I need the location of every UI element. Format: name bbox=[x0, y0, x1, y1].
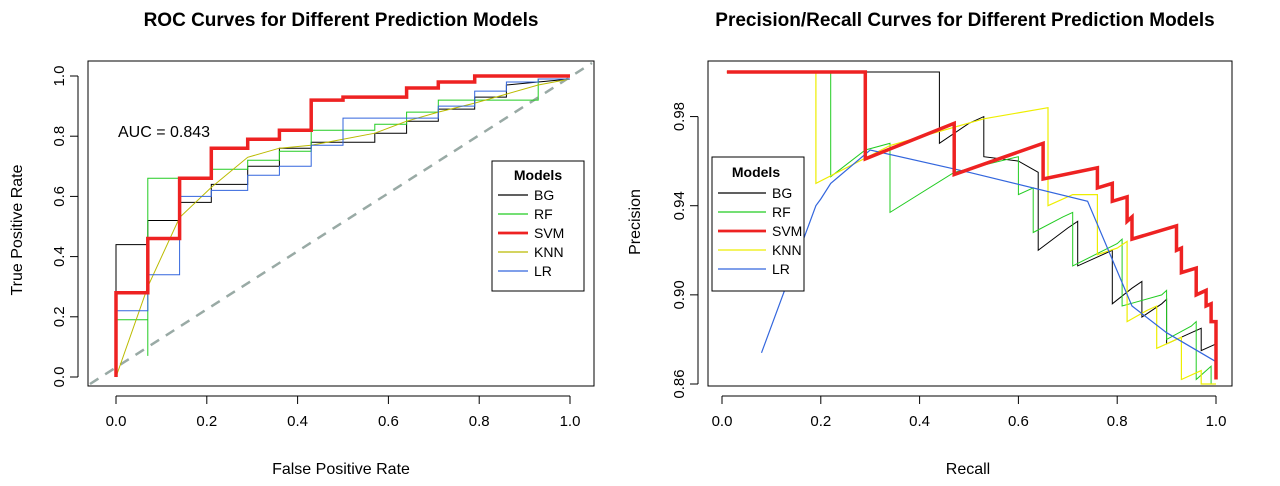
roc-y-label: True Positive Rate bbox=[9, 164, 26, 295]
roc-series bbox=[89, 61, 593, 386]
pr-x-tick-label: 0.2 bbox=[810, 413, 831, 430]
roc-legend-label-bg: BG bbox=[534, 187, 554, 203]
pr-y-tick-label: 0.90 bbox=[671, 280, 688, 309]
pr-legend-label-svm: SVM bbox=[772, 223, 802, 239]
roc-y-tick-label: 0.8 bbox=[51, 126, 68, 147]
roc-legend-label-lr: LR bbox=[534, 263, 552, 279]
pr-series-rf bbox=[726, 71, 1212, 384]
pr-legend-label-lr: LR bbox=[772, 261, 790, 277]
pr-x-label: Recall bbox=[946, 461, 990, 478]
roc-series-rf bbox=[115, 78, 570, 377]
roc-plot-frame bbox=[87, 60, 595, 387]
pr-legend-label-bg: BG bbox=[772, 185, 792, 201]
pr-legend-label-rf: RF bbox=[772, 204, 791, 220]
roc-x-tick-label: 0.4 bbox=[287, 413, 308, 430]
roc-series-lr bbox=[115, 78, 570, 377]
pr-legend-label-knn: KNN bbox=[772, 242, 802, 258]
pr-x-tick-label: 0.4 bbox=[909, 413, 930, 430]
roc-legend-box bbox=[491, 160, 585, 292]
roc-ticks: 0.0 0.2 0.4 0.6 0.8 1.0 0.0 0.2 0.4 0.6 0.8 1.0 bbox=[51, 66, 580, 430]
roc-title: ROC Curves for Different Prediction Mode… bbox=[144, 10, 539, 31]
pr-title: Precision/Recall Curves for Different Pr… bbox=[715, 10, 1214, 31]
roc-y-tick-label: 0.6 bbox=[51, 186, 68, 207]
pr-x-tick-label: 0.0 bbox=[712, 413, 733, 430]
roc-x-tick-label: 0.8 bbox=[469, 413, 490, 430]
pr-legend-title: Models bbox=[732, 164, 780, 180]
roc-x-label: False Positive Rate bbox=[272, 461, 410, 478]
roc-y-tick-label: 0.2 bbox=[51, 306, 68, 327]
roc-legend-label-rf: RF bbox=[534, 206, 553, 222]
roc-legend: Models BG RF SVM KNN LR bbox=[491, 160, 585, 292]
pr-x-tick-label: 0.8 bbox=[1107, 413, 1128, 430]
pr-series bbox=[726, 70, 1218, 385]
roc-x-tick-label: 0.0 bbox=[106, 413, 127, 430]
roc-y-tick-label: 0.0 bbox=[51, 367, 68, 388]
pr-y-label: Precision bbox=[627, 189, 644, 255]
roc-series-svm bbox=[114, 74, 570, 377]
pr-y-tick-label: 0.94 bbox=[671, 191, 688, 220]
roc-y-tick-label: 1.0 bbox=[51, 66, 68, 87]
pr-plot-frame bbox=[707, 60, 1233, 387]
pr-x-tick-label: 1.0 bbox=[1206, 413, 1227, 430]
roc-legend-label-svm: SVM bbox=[534, 225, 564, 241]
roc-x-tick-label: 1.0 bbox=[560, 413, 581, 430]
pr-ticks: 0.0 0.2 0.4 0.6 0.8 1.0 0.86 0.90 0.94 0.98 bbox=[671, 102, 1226, 430]
pr-series-svm bbox=[726, 70, 1218, 380]
roc-x-tick-label: 0.6 bbox=[378, 413, 399, 430]
pr-chart: Precision/Recall Curves for Different Pr… bbox=[627, 10, 1233, 478]
roc-diagonal-reference bbox=[89, 61, 593, 386]
pr-x-tick-label: 0.6 bbox=[1008, 413, 1029, 430]
pr-legend: Models BG RF SVM KNN LR bbox=[711, 156, 805, 292]
pr-y-tick-label: 0.98 bbox=[671, 102, 688, 131]
roc-y-tick-label: 0.4 bbox=[51, 246, 68, 267]
roc-chart: ROC Curves for Different Prediction Mode… bbox=[9, 10, 595, 478]
roc-x-tick-label: 0.2 bbox=[196, 413, 217, 430]
roc-auc-annotation: AUC = 0.843 bbox=[118, 124, 210, 141]
roc-legend-title: Models bbox=[514, 167, 562, 183]
pr-y-tick-label: 0.86 bbox=[671, 369, 688, 398]
roc-legend-label-knn: KNN bbox=[534, 244, 564, 260]
pr-series-lr bbox=[760, 149, 1217, 363]
